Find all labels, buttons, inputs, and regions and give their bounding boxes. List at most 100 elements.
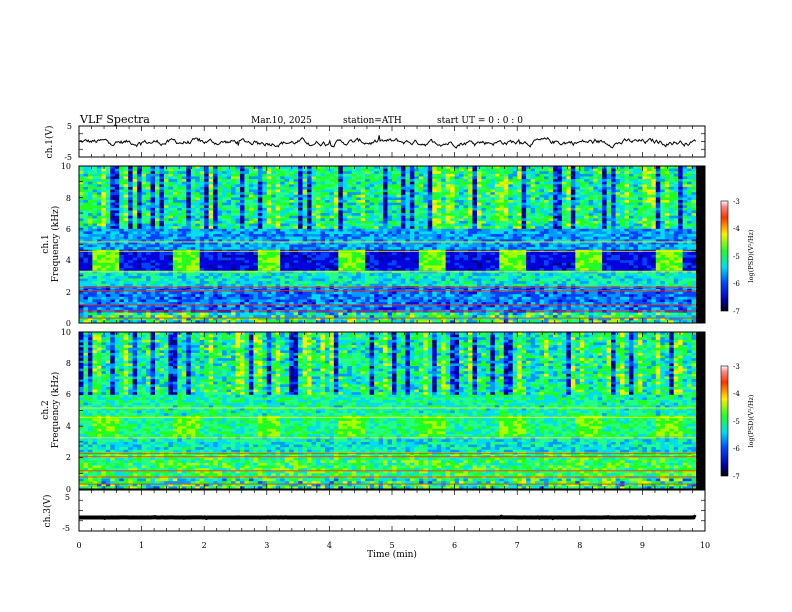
spectrogram-cell: [307, 192, 312, 196]
spectrogram-cell: [199, 307, 205, 311]
spectrogram-cell: [146, 296, 151, 300]
spectrogram-cell: [235, 247, 241, 251]
spectrogram-cell: [244, 215, 250, 219]
spectrogram-cell: [338, 278, 344, 282]
spectrogram-cell: [128, 265, 134, 269]
spectrogram-cell: [150, 275, 156, 279]
spectrogram-cell: [378, 186, 384, 190]
spectrogram-cell: [172, 278, 178, 282]
spectrogram-cell: [163, 184, 169, 188]
spectrogram-cell: [155, 307, 160, 311]
spectrogram-cell: [199, 213, 205, 217]
spectrogram-cell: [271, 236, 277, 240]
spectrogram-cell: [163, 312, 169, 316]
spectrogram-cell: [383, 294, 388, 298]
spectrogram-cell: [275, 265, 281, 269]
spectrogram-cell: [123, 283, 129, 287]
spectrogram-cell: [280, 205, 286, 209]
spectrogram-cell: [405, 197, 411, 201]
spectrogram-cell: [83, 304, 89, 308]
spectrogram-cell: [302, 181, 308, 185]
spectrogram-cell: [159, 247, 165, 251]
spectrogram-cell: [342, 210, 348, 214]
spectrogram-cell: [217, 236, 223, 240]
spectrogram-cell: [409, 317, 415, 321]
spectrogram-cell: [244, 304, 250, 308]
spectrogram-cell: [128, 220, 134, 224]
spectrogram-cell: [405, 168, 411, 172]
spectrogram-cell: [396, 181, 402, 185]
spectrogram-cell: [163, 181, 169, 185]
spectrogram-cell: [119, 252, 125, 256]
spectrogram-cell: [244, 291, 250, 295]
spectrogram-cell: [396, 299, 402, 303]
spectrogram-cell: [315, 302, 321, 306]
spectrogram-cell: [275, 236, 281, 240]
spectrogram-cell: [199, 239, 205, 243]
spectrogram-cell: [315, 268, 321, 272]
spectrogram-cell: [199, 210, 205, 214]
spectrogram-cell: [298, 231, 303, 235]
spectrogram-cell: [369, 192, 375, 196]
spectrogram-cell: [356, 317, 362, 321]
spectrogram-cell: [155, 247, 160, 251]
spectrogram-cell: [253, 236, 259, 240]
spectrogram-cell: [199, 299, 205, 303]
spectrogram-cell: [333, 194, 339, 198]
spectrogram-cell: [262, 184, 268, 188]
spectrogram-cell: [96, 275, 102, 279]
spectrogram-cell: [244, 223, 250, 227]
spectrogram-cell: [320, 265, 326, 269]
spectrogram-cell: [284, 205, 290, 209]
spectrogram-cell: [235, 281, 241, 285]
spectrogram-cell: [114, 213, 120, 217]
spectrogram-cell: [235, 181, 241, 185]
spectrogram-cell: [369, 179, 375, 183]
spectrogram-cell: [222, 207, 227, 211]
spectrogram-cell: [275, 291, 281, 295]
spectrogram-cell: [186, 320, 192, 323]
spectrogram-cell: [280, 312, 286, 316]
spectrogram-cell: [436, 260, 442, 264]
spectrogram-cell: [307, 186, 312, 190]
spectrogram-cell: [284, 260, 290, 264]
spectrogram-cell: [150, 315, 156, 319]
spectrogram-cell: [351, 205, 357, 209]
spectrogram-cell: [409, 207, 415, 211]
spectrogram-cell: [83, 302, 89, 306]
spectrogram-cell: [289, 189, 295, 193]
spectrogram-cell: [298, 202, 303, 206]
spectrogram-cell: [92, 202, 98, 206]
spectrogram-cell: [231, 184, 236, 188]
spectrogram-cell: [181, 304, 187, 308]
spectrogram-cell: [392, 173, 397, 177]
spectrogram-cell: [262, 228, 268, 232]
spectrogram-cell: [172, 252, 178, 256]
spectrogram-cell: [235, 234, 241, 238]
spectrogram-cell: [79, 171, 84, 175]
spectrogram-cell: [432, 192, 438, 196]
spectrogram-cell: [342, 215, 348, 219]
spectrogram-cell: [83, 192, 89, 196]
spectrogram-cell: [311, 215, 317, 219]
spectrogram-cell: [79, 260, 84, 264]
spectrogram-cell: [405, 241, 411, 245]
spectrogram-cell: [208, 207, 214, 211]
spectrogram-cell: [253, 307, 259, 311]
spectrogram-cell: [302, 179, 308, 183]
spectrogram-cell: [266, 234, 272, 238]
spectrogram-cell: [204, 218, 210, 222]
spectrogram-cell: [392, 291, 397, 295]
spectrogram-cell: [119, 194, 125, 198]
spectrogram-cell: [222, 181, 227, 185]
spectrogram-cell: [315, 166, 321, 170]
spectrogram-cell: [92, 236, 98, 240]
spectrogram-cell: [195, 244, 201, 248]
spectrogram-cell: [159, 268, 165, 272]
spectrogram-cell: [356, 268, 362, 272]
spectrogram-cell: [87, 302, 93, 306]
spectrogram-cell: [409, 231, 415, 235]
spectrogram-cell: [119, 265, 125, 269]
spectrogram-cell: [208, 197, 214, 201]
spectrogram-cell: [226, 268, 232, 272]
